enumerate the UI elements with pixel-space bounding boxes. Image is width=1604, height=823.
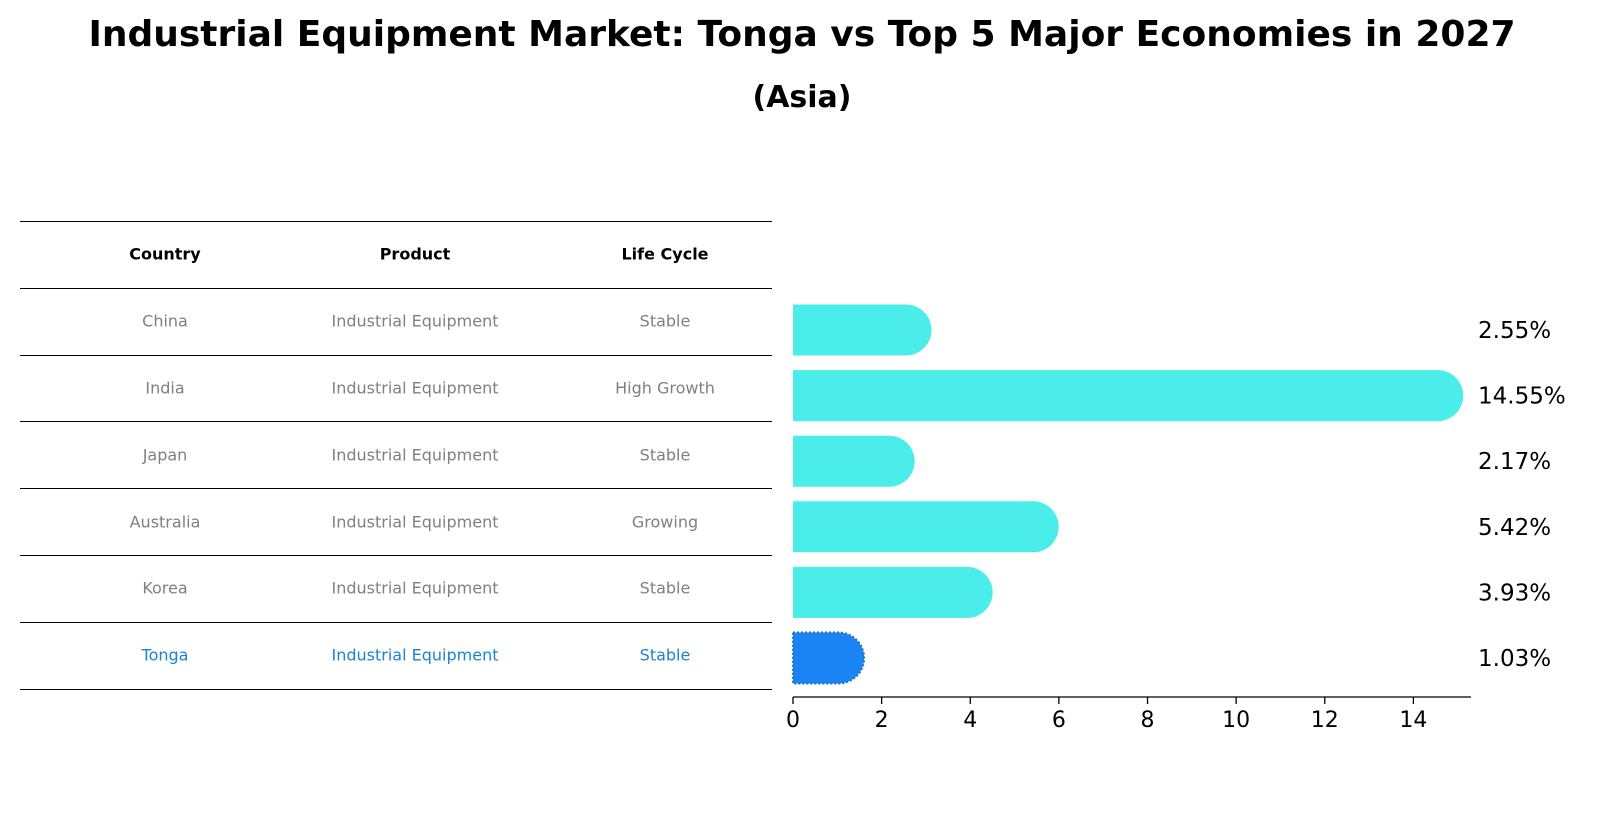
table-header-life-cycle: Life Cycle [621,244,709,264]
value-label-tonga: 1.03% [1478,646,1551,672]
x-tick-label: 4 [963,708,977,733]
table-rule [20,688,772,690]
x-tick-label: 14 [1399,708,1427,733]
table-cell-life-cycle: Stable [639,578,691,598]
table-cell-product: Industrial Equipment [331,311,499,331]
table-header-country: Country [129,244,201,264]
value-label-australia: 5.42% [1478,515,1551,541]
x-tick-label: 8 [1141,708,1155,733]
table-rule [20,354,772,356]
table-cell-product: Industrial Equipment [331,512,499,532]
x-tick-label: 0 [786,708,800,733]
table-cell-country: Korea [142,578,188,598]
table-cell-life-cycle: High Growth [615,378,715,398]
table-cell-product: Industrial Equipment [331,445,499,465]
table-cell-product: Industrial Equipment [331,645,499,665]
table-rule [20,287,772,289]
table-cell-country: Australia [129,512,201,532]
table-rule [20,621,772,623]
x-tick-label: 10 [1222,708,1250,733]
table-cell-life-cycle: Growing [631,512,699,532]
bar-korea [793,566,993,618]
value-label-india: 14.55% [1478,384,1566,410]
table-cell-country: Tonga [141,645,189,665]
value-label-korea: 3.93% [1478,580,1551,606]
chart-title: Industrial Equipment Market: Tonga vs To… [88,14,1516,55]
chart-subtitle: (Asia) [752,80,852,115]
table-cell-life-cycle: Stable [639,445,691,465]
table-cell-country: China [142,311,188,331]
table-header-product: Product [379,244,451,264]
table-cell-product: Industrial Equipment [331,378,499,398]
bar-india [793,370,1464,422]
table-cell-country: Japan [142,445,188,465]
table-cell-country: India [145,378,185,398]
x-tick-label: 6 [1052,708,1066,733]
table-rule [20,221,772,222]
table-rule [20,555,772,556]
bar-tonga [792,631,866,685]
bar-china [793,304,932,356]
bar-australia [793,501,1059,553]
table-rule [20,421,772,423]
x-tick-label: 12 [1311,708,1339,733]
table-cell-life-cycle: Stable [639,645,691,665]
table-cell-life-cycle: Stable [639,311,691,331]
table-rule [20,488,772,490]
value-label-china: 2.55% [1478,318,1551,344]
value-label-japan: 2.17% [1478,449,1551,475]
bar-japan [793,435,915,487]
x-tick-label: 2 [875,708,889,733]
table-cell-product: Industrial Equipment [331,578,499,598]
